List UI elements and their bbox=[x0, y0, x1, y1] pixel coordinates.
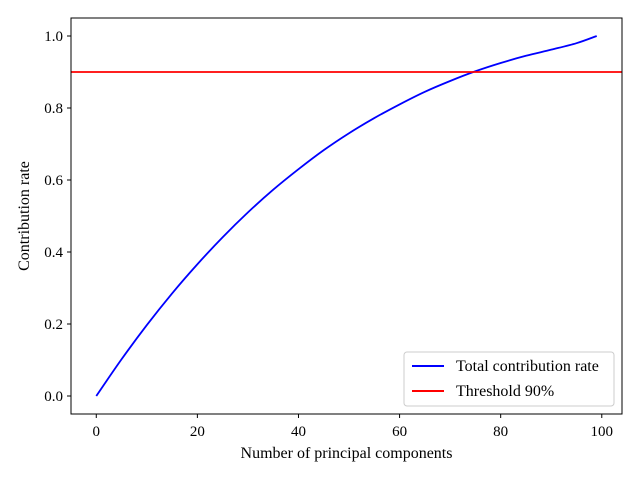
y-tick-label: 0.8 bbox=[44, 101, 63, 117]
y-tick-label: 0.2 bbox=[44, 317, 63, 333]
y-axis-label: Contribution rate bbox=[16, 161, 33, 271]
x-tick-label: 20 bbox=[190, 424, 205, 440]
x-tick-label: 60 bbox=[392, 424, 407, 440]
plot-content bbox=[71, 35, 622, 397]
x-tick-label: 40 bbox=[291, 424, 306, 440]
legend-label-total-contribution-rate: Total contribution rate bbox=[456, 358, 599, 375]
total-contribution-line bbox=[95, 35, 598, 397]
legend-label-threshold: Threshold 90% bbox=[456, 383, 554, 400]
x-tick-label: 0 bbox=[93, 424, 101, 440]
y-tick-label: 1.0 bbox=[44, 29, 63, 45]
y-axis-ticks: 0.0 0.2 0.4 0.6 0.8 1.0 bbox=[44, 29, 71, 405]
x-tick-label: 100 bbox=[591, 424, 614, 440]
y-tick-label: 0.4 bbox=[44, 245, 63, 261]
x-tick-label: 80 bbox=[493, 424, 508, 440]
legend-box bbox=[403, 351, 615, 407]
y-tick-label: 0.0 bbox=[44, 389, 63, 405]
y-tick-label: 0.6 bbox=[44, 173, 63, 189]
x-axis-label: Number of principal components bbox=[241, 445, 453, 462]
x-axis-ticks: 0 20 40 60 80 100 bbox=[93, 414, 614, 440]
legend: Total contribution rate Threshold 90% bbox=[403, 351, 615, 407]
plot-frame bbox=[70, 17, 623, 415]
